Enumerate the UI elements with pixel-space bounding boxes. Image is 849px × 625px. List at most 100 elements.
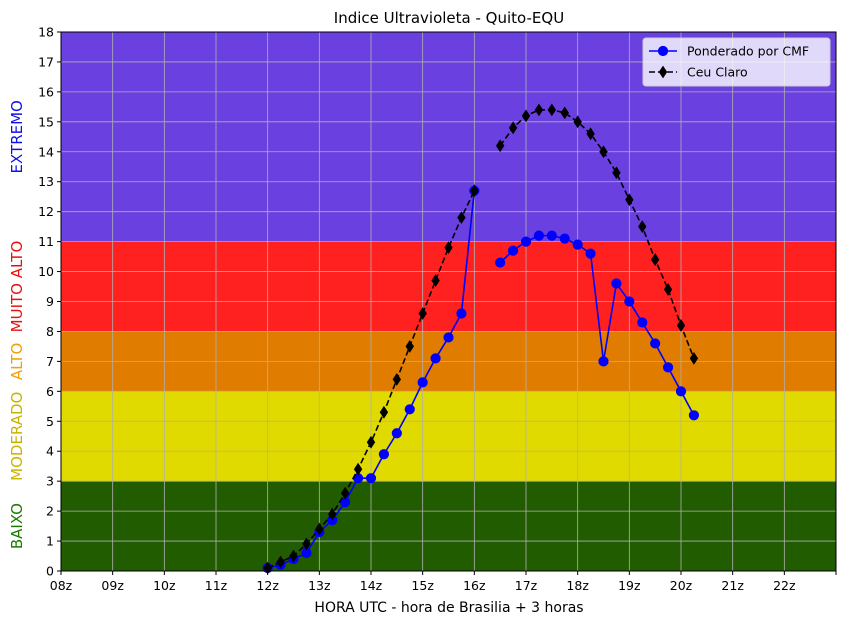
data-point <box>508 121 518 135</box>
y-tick-label: 15 <box>38 114 54 129</box>
data-point <box>688 410 700 421</box>
legend: Ponderado por CMF Ceu Claro <box>642 37 831 87</box>
data-point <box>573 115 582 129</box>
data-point <box>328 507 337 521</box>
data-point <box>365 473 377 484</box>
y-tick-label: 5 <box>46 414 54 429</box>
data-point <box>378 449 390 460</box>
data-point <box>572 239 583 250</box>
data-point <box>521 109 531 123</box>
data-point <box>598 356 609 367</box>
x-tick-label: 09z <box>101 578 124 593</box>
chart-title: Indice Ultravioleta - Quito-EQU <box>334 9 564 27</box>
x-tick-label: 10z <box>153 578 176 593</box>
data-point <box>520 236 532 247</box>
data-point <box>353 462 363 476</box>
data-point <box>392 372 402 386</box>
data-point <box>431 274 440 287</box>
data-point <box>430 353 441 364</box>
band-baixo <box>61 481 836 571</box>
x-tick-label: 12z <box>256 578 279 593</box>
data-point <box>391 428 402 439</box>
band-label-baixo: BAIXO <box>8 503 26 549</box>
data-point <box>417 377 428 388</box>
grid-lines <box>60 31 837 572</box>
x-tick-label: 21z <box>721 578 744 593</box>
band-label-alto: ALTO <box>8 343 26 381</box>
data-point <box>586 127 595 141</box>
series-ceu-claro <box>263 103 699 575</box>
y-tick-label: 18 <box>38 25 54 40</box>
band-label-muito-alto: MUITO ALTO <box>8 241 26 333</box>
data-point <box>676 319 686 332</box>
data-point <box>663 283 673 296</box>
y-tick-label: 10 <box>38 264 54 279</box>
data-point <box>315 522 324 536</box>
y-tick-label: 2 <box>46 504 54 519</box>
data-point <box>559 233 570 244</box>
data-point <box>637 317 648 328</box>
data-point <box>379 405 389 419</box>
x-tick-label: 18z <box>566 578 589 593</box>
series-ponderado-por-cmf <box>262 185 700 574</box>
data-point <box>289 549 298 563</box>
legend-label: Ponderado por CMF <box>687 44 809 59</box>
y-tick-label: 7 <box>46 354 54 369</box>
x-tick-label: 08z <box>50 578 73 593</box>
data-point <box>547 103 557 117</box>
y-tick-label: 8 <box>46 324 54 339</box>
data-point <box>624 296 635 307</box>
data-point <box>340 486 350 500</box>
y-tick-label: 1 <box>46 534 54 549</box>
data-point <box>404 404 415 415</box>
data-point <box>495 139 505 153</box>
y-tick-label: 11 <box>38 234 54 249</box>
data-point <box>507 245 519 256</box>
y-tick-label: 13 <box>38 174 54 189</box>
x-tick-label: 15z <box>411 578 434 593</box>
series-line <box>499 109 695 359</box>
x-tick-label: 11z <box>205 578 228 593</box>
data-point <box>675 386 687 397</box>
x-tick-label: 17z <box>515 578 538 593</box>
data-point <box>302 537 311 551</box>
data-point <box>444 241 453 254</box>
y-tick-label: 3 <box>46 474 54 489</box>
y-tick-label: 16 <box>38 84 54 99</box>
x-tick-label: 14z <box>360 578 383 593</box>
band-labels: BAIXO MODERADO ALTO MUITO ALTO EXTREMO <box>8 100 26 549</box>
data-point <box>611 278 622 289</box>
legend-label: Ceu Claro <box>687 65 748 80</box>
data-point <box>560 106 569 120</box>
data-point <box>276 555 285 569</box>
data-point <box>443 332 454 343</box>
data-point <box>662 362 674 373</box>
y-tick-label: 12 <box>38 204 54 219</box>
data-point <box>366 435 376 449</box>
data-series <box>262 103 700 575</box>
band-label-moderado: MODERADO <box>8 392 26 481</box>
data-point <box>418 307 427 320</box>
data-point <box>585 248 596 259</box>
y-tick-label: 14 <box>38 144 54 159</box>
x-tick-label: 16z <box>463 578 486 593</box>
data-point <box>650 253 660 266</box>
data-point <box>657 45 669 57</box>
x-axis-ticks: 08z 09z 10z 11z 12z 13z 14z 15z 16z 17z 18z 19z 20z 2… <box>50 571 837 593</box>
x-tick-label: 13z <box>308 578 331 593</box>
data-point <box>405 340 414 353</box>
legend-box <box>642 37 831 87</box>
data-point <box>599 145 608 159</box>
data-point <box>689 351 699 365</box>
y-tick-label: 9 <box>46 294 54 309</box>
band-muito-alto <box>61 241 836 332</box>
x-tick-label: 19z <box>618 578 641 593</box>
data-point <box>546 230 557 241</box>
data-point <box>658 65 668 79</box>
band-moderado <box>61 391 836 482</box>
data-point <box>456 308 467 319</box>
y-tick-label: 17 <box>38 54 54 69</box>
data-point <box>457 211 466 225</box>
data-point <box>638 220 647 234</box>
